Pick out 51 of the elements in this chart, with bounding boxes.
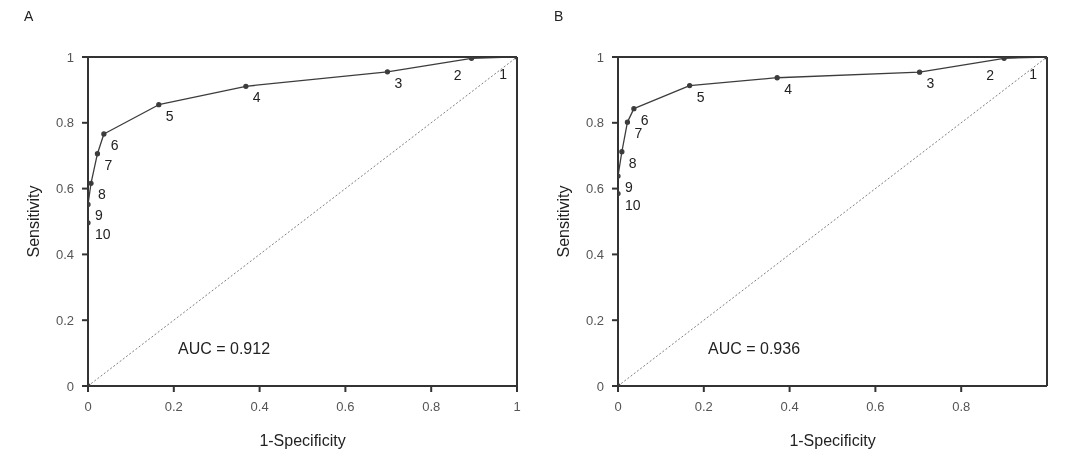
annotation: 1 <box>1029 66 1038 82</box>
annotation: 5 <box>165 107 174 124</box>
y-tick-label: 0.4 <box>585 247 604 263</box>
x-tick-label: 0.8 <box>422 399 441 415</box>
annotation: 7 <box>634 125 643 142</box>
y-tick-label: 1 <box>596 49 604 65</box>
x-tick-label: 0.4 <box>780 399 799 415</box>
annotation: 4 <box>252 89 261 106</box>
y-tick-label: 0.8 <box>55 115 74 131</box>
annotation: 10 <box>625 196 641 213</box>
y-tick-label: 1 <box>66 49 74 65</box>
annotation: 10 <box>95 225 111 242</box>
y-tick-label: 0.4 <box>55 247 74 263</box>
annotation: AUC = 0.936 <box>708 340 801 358</box>
annotation: 3 <box>394 74 403 91</box>
chart-title: A <box>24 8 34 24</box>
chart-title: B <box>554 8 564 24</box>
annotation: AUC = 0.912 <box>178 340 271 358</box>
annotation: 1 <box>499 66 508 82</box>
x-tick-label: 0 <box>84 399 92 415</box>
annotation: 9 <box>95 207 103 224</box>
y-tick-label: 0 <box>66 378 74 394</box>
x-tick-label: 0 <box>614 399 622 415</box>
annotation: 8 <box>98 186 106 203</box>
annotation: 6 <box>640 111 649 128</box>
y-tick-label: 0.2 <box>585 312 604 328</box>
x-tick-label: 0.6 <box>866 399 885 415</box>
annotation: 4 <box>784 80 793 97</box>
annotation: 5 <box>696 88 705 105</box>
y-axis-title: Sensitivity <box>24 185 42 258</box>
x-tick-label: 0.8 <box>952 399 971 415</box>
x-tick-label: 0.2 <box>694 399 713 415</box>
annotation: 2 <box>453 67 462 84</box>
x-tick-label: 1 <box>513 399 521 415</box>
annotation: 7 <box>104 156 113 173</box>
x-axis-title: 1-Specificity <box>789 432 876 449</box>
y-tick-label: 0.6 <box>55 181 74 197</box>
y-tick-label: 0.2 <box>55 312 74 328</box>
x-axis-title: 1-Specificity <box>259 432 346 449</box>
x-tick-label: 0.2 <box>164 399 183 415</box>
annotation: 2 <box>986 67 995 84</box>
y-tick-label: 0.8 <box>585 115 604 131</box>
annotation: 3 <box>926 75 935 92</box>
y-tick-label: 0 <box>596 378 604 394</box>
annotation: 6 <box>110 136 119 153</box>
y-axis-title: Sensitivity <box>554 185 572 258</box>
annotation: 8 <box>628 154 637 171</box>
annotation: 9 <box>625 179 633 196</box>
y-tick-label: 0.6 <box>585 181 604 197</box>
x-tick-label: 0.6 <box>336 399 355 415</box>
x-tick-label: 0.4 <box>250 399 269 415</box>
